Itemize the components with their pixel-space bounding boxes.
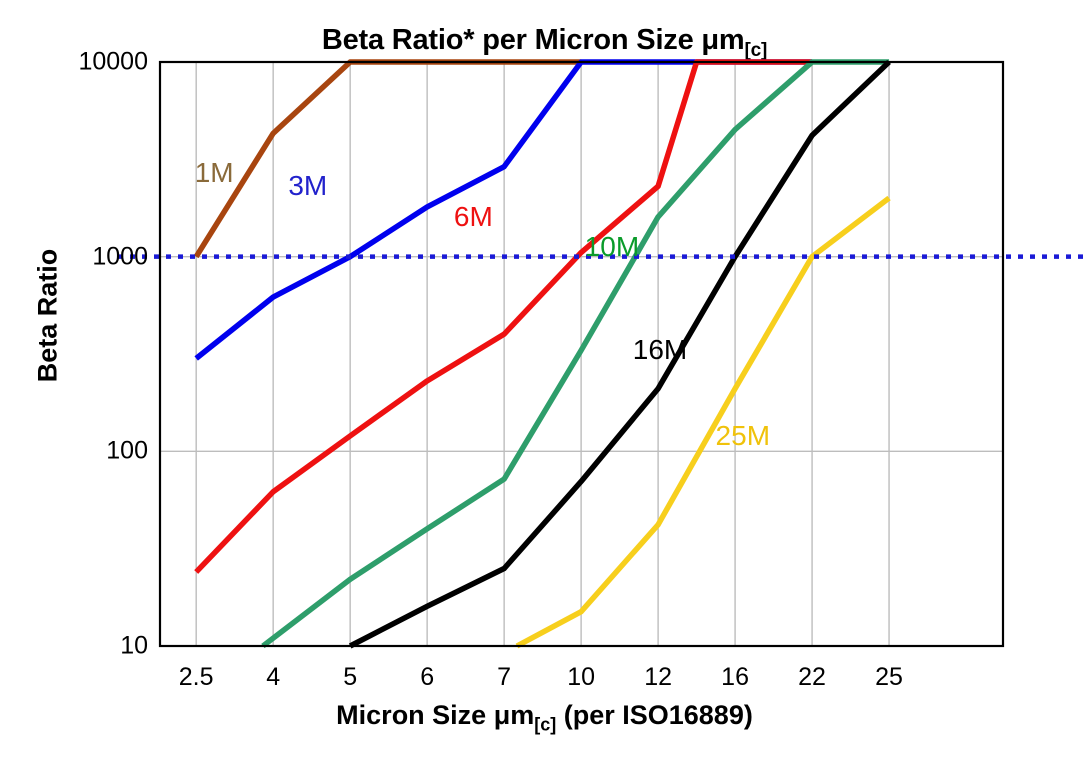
y-tick-label: 100 [106, 436, 148, 465]
series-label-3m: 3M [288, 170, 328, 202]
series-label-6m: 6M [453, 200, 493, 232]
axis-frame [158, 60, 1005, 648]
chart-title: Beta Ratio* per Micron Size μm[c] [0, 24, 1089, 62]
y-tick-label: 10 [120, 631, 148, 660]
x-tick-label: 2.5 [178, 663, 214, 691]
y-tick-label: 1000 [92, 242, 148, 271]
series-paths [193, 59, 891, 649]
x-axis-label-tail: (per ISO16889) [556, 700, 753, 730]
chart-title-main: Beta Ratio* per Micron Size μm [321, 24, 745, 56]
series-line-25m [515, 195, 891, 649]
series-label-25m: 25M [715, 419, 771, 451]
x-tick-label: 5 [343, 663, 358, 691]
x-axis-label-main: Micron Size μm [336, 700, 535, 730]
series-line-10m [261, 59, 890, 649]
x-tick-label: 10 [567, 663, 596, 691]
x-tick-label: 6 [420, 663, 435, 691]
gridlines [160, 62, 1003, 646]
x-tick-label: 16 [721, 663, 749, 691]
plot-border [158, 60, 1005, 648]
x-tick-label: 4 [266, 663, 281, 691]
x-axis-label: Micron Size μm[c] (per ISO16889) [0, 700, 1089, 735]
series-line-6m [194, 59, 813, 574]
series-label-16m: 16M [632, 334, 688, 366]
series-label-1m: 1M [194, 156, 234, 188]
series-label-10m: 10M [584, 231, 640, 263]
x-axis-label-subscript: [c] [534, 714, 557, 735]
x-tick-label: 12 [644, 663, 672, 691]
x-tick-label: 7 [497, 663, 512, 691]
y-tick-label: 10000 [78, 47, 148, 76]
x-tick-label: 25 [875, 663, 903, 691]
chart-title-subscript: [c] [744, 39, 768, 61]
x-tick-label: 22 [798, 663, 826, 691]
series-line-16m [348, 60, 891, 649]
series-line-1m [193, 59, 582, 259]
